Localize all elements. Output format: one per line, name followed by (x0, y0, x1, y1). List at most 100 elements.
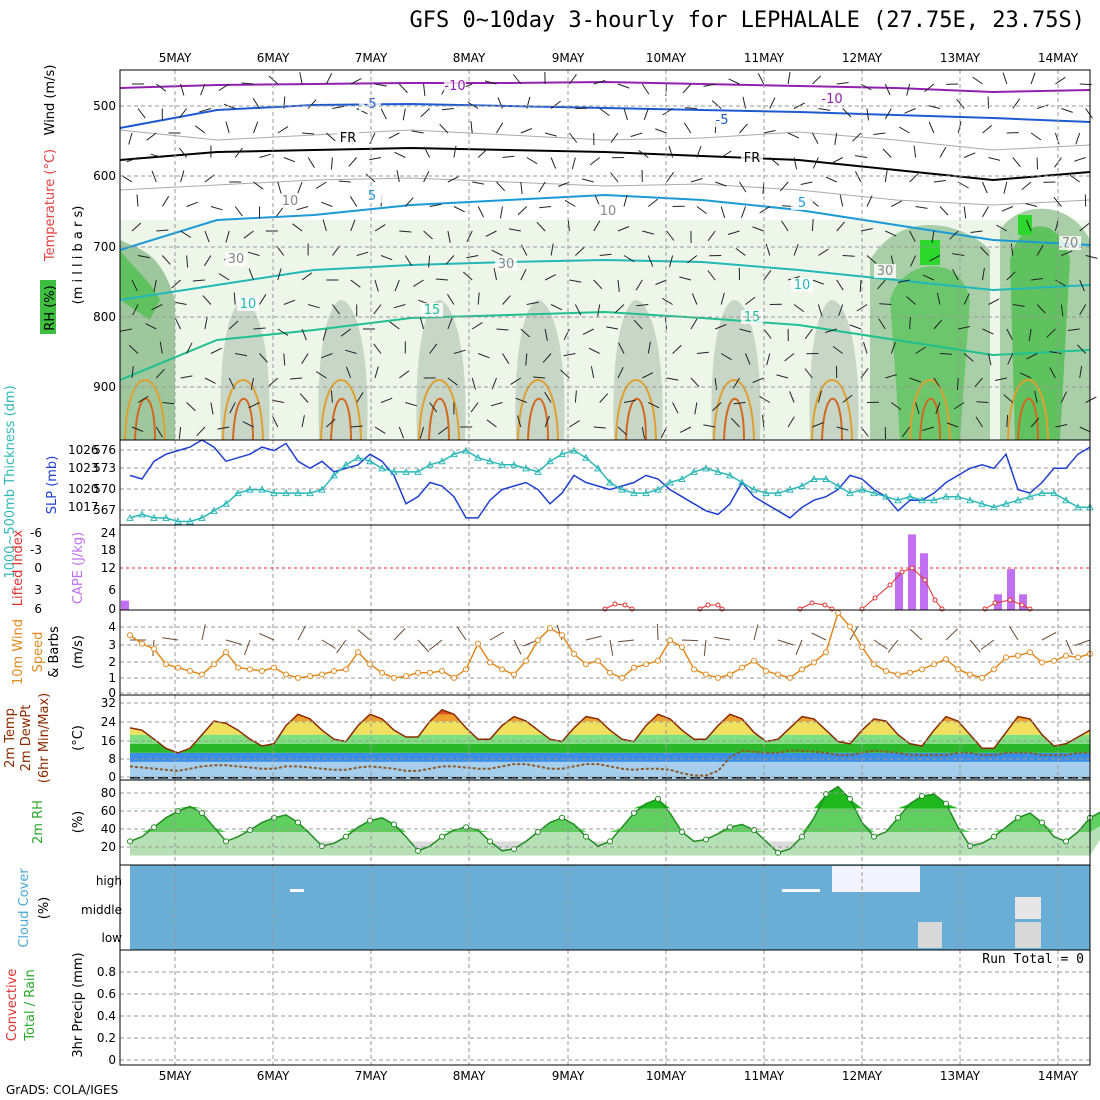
wind-barb (936, 292, 941, 305)
rh-fill-green-right2 (1010, 226, 1070, 440)
wind-barb (204, 255, 212, 266)
precip-label-conv-line: Convective (5, 969, 20, 1042)
wind-speed-line-point (295, 674, 301, 681)
thickness-line-point (918, 496, 926, 504)
contour-label: 10 (794, 278, 811, 293)
wind-barb (217, 426, 230, 430)
wind-barb (924, 83, 935, 92)
precip-label-total-line: Total / Rain (23, 969, 38, 1042)
wind-barb (477, 206, 485, 218)
thickness-line-point (498, 460, 506, 468)
wind-speed-line-point (1039, 659, 1045, 666)
wind-barb (199, 108, 212, 113)
wind-barb (730, 417, 740, 428)
wind-barb (711, 100, 722, 109)
wind-barb (128, 344, 139, 354)
wind-barb (496, 122, 504, 134)
wind-speed-line-point (223, 649, 229, 656)
wind-barb (949, 230, 959, 240)
wind-barb (769, 157, 780, 166)
wind-barb (752, 226, 764, 232)
contour-label-bg (361, 189, 383, 203)
date-label-top: 6MAY (257, 51, 290, 65)
thickness-line-point (654, 485, 662, 493)
cape-bar (121, 600, 129, 610)
thickness-line-point (822, 474, 830, 482)
wind-barb (186, 255, 189, 268)
wind-barb (536, 221, 546, 232)
thickness-line-point (906, 492, 914, 500)
wind-barb (178, 426, 182, 439)
wind-barb (571, 157, 576, 170)
cape-tick: 18 (101, 543, 116, 557)
wind-barb (299, 393, 309, 403)
wind-barb (315, 371, 327, 379)
contour-label-bg (791, 278, 813, 292)
wind-barb (787, 72, 791, 85)
wind-barb (866, 195, 873, 207)
rh-line-point (1063, 838, 1069, 845)
rh-line-point (751, 827, 757, 834)
cape-label: CAPE (J/kg) (71, 532, 86, 604)
wind-barb (322, 219, 327, 232)
wind-speed-line-point (175, 664, 181, 671)
wind-barb (307, 99, 317, 109)
wind-barb (856, 304, 868, 312)
cloud-low-block (1015, 922, 1041, 948)
temp-contour-20 (320, 379, 362, 441)
surface-wind-barb (393, 628, 406, 641)
rh-tick: 20 (101, 840, 116, 854)
wind-barb (1012, 157, 1021, 168)
wind-barb (589, 157, 601, 166)
contour-label: FR (744, 151, 761, 166)
wind-barb (151, 170, 157, 183)
date-label-top: 8MAY (453, 51, 486, 65)
wind-barb (1025, 203, 1038, 207)
wind-speed-line-point (883, 668, 889, 675)
wind-barb (252, 98, 260, 109)
wind-barb (982, 181, 988, 194)
wind-barb (132, 304, 139, 316)
rh-fill-green-right (890, 266, 970, 440)
wind-barb (952, 253, 965, 256)
wind-barb (694, 402, 698, 415)
wind-barb (253, 327, 266, 330)
wind-speed-line-point (523, 657, 529, 664)
wind-barb (349, 196, 358, 207)
wind-barb (520, 128, 533, 134)
wind-speed-line-point (871, 661, 877, 668)
thickness-line-point (618, 485, 626, 493)
rh-line-point (703, 836, 709, 843)
wind-barb (642, 372, 654, 379)
wind-barb (301, 328, 307, 341)
cape-tick: 12 (101, 561, 116, 575)
wind-barb (277, 328, 289, 336)
wind-barb (380, 108, 387, 120)
contour-label-bg (237, 297, 259, 311)
temp-label-y: (°C) (71, 725, 86, 751)
cloud-background (130, 865, 1090, 950)
surface-wind-barb (429, 639, 443, 651)
precip-label-y: 3hr Precip (mm) (71, 952, 86, 1057)
wind-barb (380, 397, 393, 403)
temp-label: 2m Temp 2m DewPt (3, 705, 34, 772)
rh-line-point (439, 833, 445, 840)
wind-barb (171, 279, 181, 289)
wind-barb (393, 304, 406, 309)
wind-barb (909, 316, 911, 330)
thickness-line-point (810, 474, 818, 482)
rh-line-point (775, 849, 781, 856)
precip-tick: 0.4 (97, 1009, 116, 1023)
wind-barb (472, 181, 485, 185)
wind-barb (447, 294, 455, 305)
wind-barb (763, 270, 772, 281)
temp-tick: 16 (101, 734, 116, 748)
thickness-line-point (294, 489, 302, 497)
rh-line-point (199, 810, 205, 817)
wind-barb (210, 347, 222, 354)
wind-barb (610, 172, 619, 183)
wind-barb (922, 426, 935, 431)
date-label-bottom: 8MAY (453, 1069, 486, 1083)
rh-line-point (727, 824, 733, 831)
contour-label-bg (597, 204, 619, 218)
